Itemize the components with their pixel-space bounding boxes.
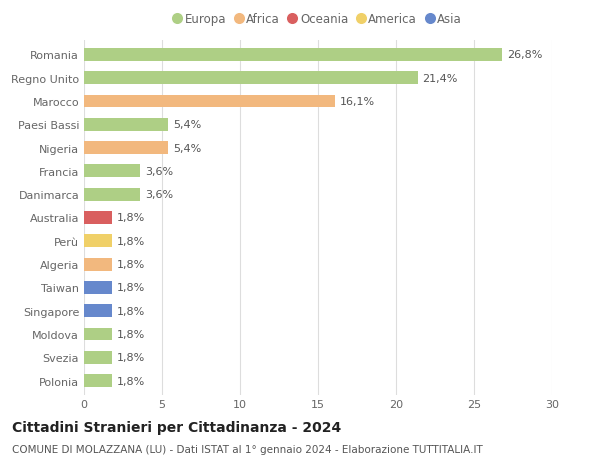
- Bar: [84, 49, 502, 62]
- Text: 1,8%: 1,8%: [117, 353, 145, 363]
- Text: 26,8%: 26,8%: [507, 50, 542, 60]
- Legend: Europa, Africa, Oceania, America, Asia: Europa, Africa, Oceania, America, Asia: [172, 11, 464, 28]
- Text: 16,1%: 16,1%: [340, 97, 375, 107]
- Text: 5,4%: 5,4%: [173, 143, 201, 153]
- Bar: [84, 72, 418, 85]
- Bar: [84, 305, 112, 318]
- Text: 1,8%: 1,8%: [117, 259, 145, 269]
- Text: 3,6%: 3,6%: [145, 190, 173, 200]
- Text: 21,4%: 21,4%: [422, 73, 458, 84]
- Text: 3,6%: 3,6%: [145, 167, 173, 177]
- Bar: [84, 188, 140, 201]
- Bar: [84, 142, 168, 155]
- Text: Cittadini Stranieri per Cittadinanza - 2024: Cittadini Stranieri per Cittadinanza - 2…: [12, 420, 341, 434]
- Bar: [84, 118, 168, 131]
- Bar: [84, 375, 112, 387]
- Text: 1,8%: 1,8%: [117, 283, 145, 293]
- Text: 1,8%: 1,8%: [117, 329, 145, 339]
- Bar: [84, 328, 112, 341]
- Text: COMUNE DI MOLAZZANA (LU) - Dati ISTAT al 1° gennaio 2024 - Elaborazione TUTTITAL: COMUNE DI MOLAZZANA (LU) - Dati ISTAT al…: [12, 444, 483, 454]
- Bar: [84, 235, 112, 248]
- Text: 1,8%: 1,8%: [117, 376, 145, 386]
- Bar: [84, 95, 335, 108]
- Bar: [84, 258, 112, 271]
- Bar: [84, 351, 112, 364]
- Text: 1,8%: 1,8%: [117, 306, 145, 316]
- Text: 1,8%: 1,8%: [117, 236, 145, 246]
- Bar: [84, 165, 140, 178]
- Text: 5,4%: 5,4%: [173, 120, 201, 130]
- Bar: [84, 281, 112, 294]
- Text: 1,8%: 1,8%: [117, 213, 145, 223]
- Bar: [84, 212, 112, 224]
